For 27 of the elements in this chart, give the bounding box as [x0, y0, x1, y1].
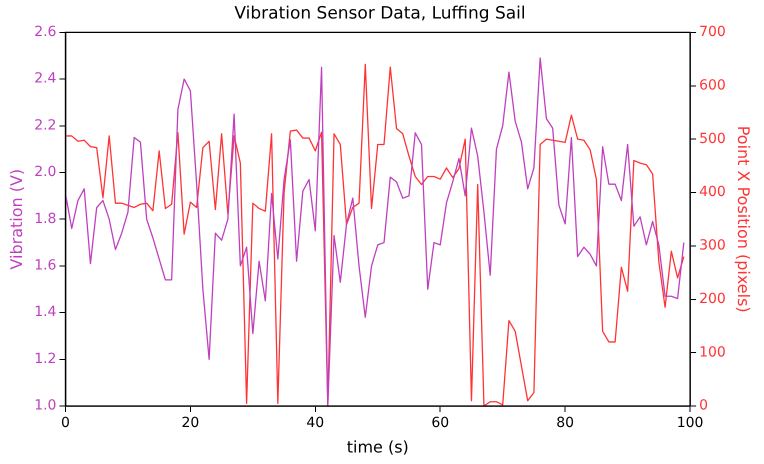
y-tick-label: 1.0 — [34, 398, 56, 414]
x-tick-label: 60 — [431, 415, 450, 432]
x-tick-label: 80 — [556, 415, 574, 432]
x-tick-label: 20 — [181, 415, 200, 432]
y2-tick-label: 700 — [699, 24, 726, 40]
y-tick-label: 2.2 — [34, 117, 56, 134]
y2-tick-label: 100 — [699, 344, 726, 360]
y2-tick-label: 200 — [699, 290, 726, 307]
y2-axis-title: Point X Position (pixels) — [734, 126, 754, 313]
y-tick-label: 2.6 — [34, 24, 57, 40]
y-tick-label: 1.2 — [34, 350, 56, 367]
y2-tick-label: 0 — [699, 398, 708, 414]
y-tick-label: 2.0 — [34, 164, 56, 180]
y2-tick-label: 600 — [699, 77, 726, 94]
x-axis-title: time (s) — [346, 438, 409, 457]
x-tick-label: 100 — [676, 415, 704, 432]
y-tick-label: 1.4 — [34, 304, 57, 320]
y2-tick-label: 500 — [699, 130, 726, 147]
y-tick-label: 2.4 — [34, 70, 57, 87]
x-tick-label: 0 — [61, 415, 70, 432]
chart-title: Vibration Sensor Data, Luffing Sail — [234, 4, 526, 24]
y-tick-label: 1.8 — [34, 210, 56, 227]
x-tick-label: 40 — [306, 415, 324, 432]
y-tick-label: 1.6 — [34, 258, 57, 274]
y2-tick-label: 400 — [699, 184, 726, 200]
y-axis-title: Vibration (V) — [6, 168, 26, 270]
y2-tick-label: 300 — [699, 238, 726, 254]
